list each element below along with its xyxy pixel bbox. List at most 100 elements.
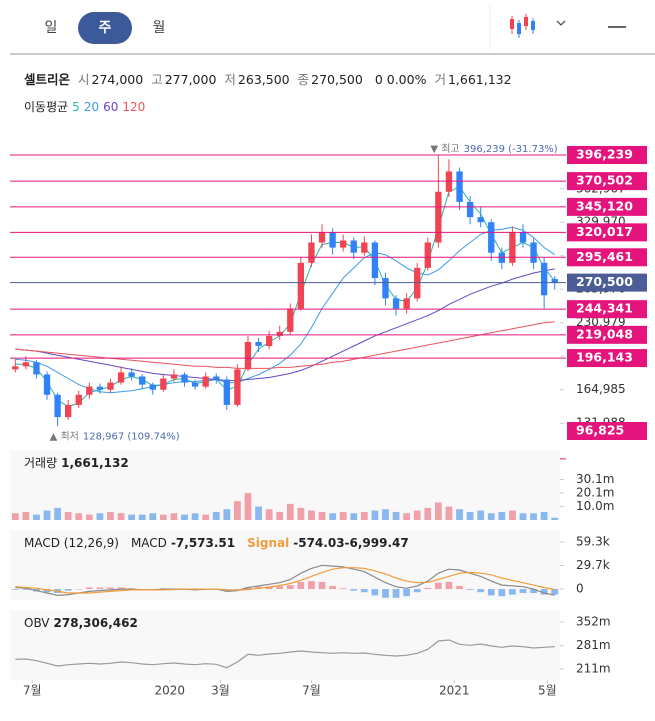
volume-bar: [181, 514, 188, 520]
oscillator-bar: [498, 589, 506, 597]
volume-bar: [382, 509, 389, 520]
volume-bar: [11, 513, 19, 520]
panel-name: OBV: [24, 616, 50, 630]
candle-body: [86, 386, 93, 395]
volume-bar: [456, 509, 463, 520]
volume-bar: [297, 507, 305, 520]
candle-body: [191, 382, 199, 387]
candle-body: [75, 394, 82, 405]
price-level-label: 270,500: [576, 274, 633, 289]
volume-bar: [308, 510, 315, 520]
volume-bar: [159, 514, 167, 520]
price-level-label: 244,341: [576, 301, 633, 316]
volume-bar: [403, 513, 411, 520]
y-tick-label: 230,979: [576, 315, 626, 329]
oscillator-bar: [22, 589, 30, 590]
candle-body: [530, 242, 537, 263]
candle-body: [424, 242, 431, 268]
candle-body: [65, 404, 72, 418]
candle-body: [456, 171, 463, 202]
y-tick-label: 352m: [576, 615, 611, 629]
ma-legend: 이동평균 5 20 60 120: [24, 100, 145, 114]
candle-body: [371, 242, 379, 279]
oscillator-bar: [540, 589, 548, 595]
y-tick-label: 30.1m: [576, 472, 614, 486]
volume-bar: [255, 506, 262, 520]
annotation-label: ▼ 최고: [430, 143, 459, 155]
price-level-box: [567, 273, 647, 292]
volume-bar: [551, 517, 559, 520]
dropdown-chevron[interactable]: [556, 20, 566, 26]
candle-body: [12, 366, 19, 370]
volume-bar: [339, 511, 347, 520]
tab[interactable]: 일: [45, 20, 58, 36]
candle-body: [255, 341, 262, 347]
oscillator-bar: [413, 589, 421, 593]
oscillator-bar: [382, 589, 389, 598]
tab[interactable]: 월: [153, 20, 166, 36]
volume-bar: [117, 513, 125, 520]
candle-body: [435, 191, 442, 243]
stock-name: 셀트리온: [24, 72, 71, 87]
volume-bar: [96, 513, 104, 520]
panel-name: 거래량: [24, 456, 57, 470]
y-tick-label: 211m: [576, 662, 611, 676]
volume-bar: [530, 513, 537, 520]
oscillator-bar: [75, 589, 83, 590]
annotation-value: 128,967 (109.74%): [83, 431, 180, 442]
volume-bar: [170, 513, 178, 520]
oscillator-bar: [234, 589, 241, 590]
y-tick-label: 281m: [576, 638, 611, 652]
candle-body: [477, 217, 484, 223]
value: 274,000: [92, 72, 144, 87]
candle-body: [160, 378, 167, 390]
volume-bar: [75, 513, 83, 520]
candle-body: [139, 376, 146, 385]
volume-bar: [540, 511, 548, 520]
tab[interactable]: 주: [99, 20, 112, 36]
y-tick-label: 10.0m: [576, 499, 614, 513]
panel-title: MACD (12,26,9) MACD -7,573.51 Signal -574.03…: [24, 536, 409, 550]
value: 263,500: [238, 72, 290, 87]
label: 시: [78, 72, 90, 87]
x-tick-label: 2020: [154, 684, 185, 698]
panel-value: 278,306,462: [54, 616, 138, 630]
active-tab-pill: [78, 12, 132, 44]
oscillator-bar: [434, 582, 442, 590]
change: 0 0.00%: [375, 72, 427, 87]
volume-bar: [43, 510, 51, 520]
price-level-box: [567, 145, 647, 164]
candle-body: [445, 171, 453, 192]
price-level-box: [567, 197, 647, 216]
y-tick-label: 20.1m: [576, 485, 614, 499]
x-tick-label: 7월: [23, 684, 42, 698]
volume-bar: [22, 511, 30, 520]
price-level-label: 396,239: [576, 146, 633, 161]
series-value: -574.03: [293, 536, 344, 550]
series-name: MACD: [131, 536, 167, 550]
volume-bar: [234, 501, 241, 520]
oscillator-bar: [286, 585, 294, 590]
label: 고: [151, 72, 163, 87]
oscillator-bar: [445, 581, 453, 590]
annotation: ▲ 최저 128,967 (109.74%): [50, 430, 180, 442]
chart-type-icon[interactable]: [510, 14, 535, 38]
oscillator-bar: [107, 587, 114, 590]
oscillator-bar: [64, 589, 72, 591]
volume-bar: [519, 513, 527, 520]
price-level-box: [567, 349, 647, 368]
volume-bar: [350, 513, 358, 520]
candle-body: [540, 262, 548, 296]
oscillator-bar: [456, 585, 463, 590]
price-level-label: 295,461: [576, 249, 633, 264]
oscillator-bar: [308, 581, 315, 590]
volume-bar: [445, 506, 453, 520]
candle-body: [33, 362, 40, 375]
candle-body: [223, 379, 230, 405]
oscillator-bar: [424, 587, 432, 590]
volume-bar: [466, 511, 474, 520]
annotation-label: ▲ 최저: [50, 430, 79, 442]
annotation-value: 396,239 (-31.73%): [464, 144, 558, 155]
candle-body: [96, 386, 104, 390]
